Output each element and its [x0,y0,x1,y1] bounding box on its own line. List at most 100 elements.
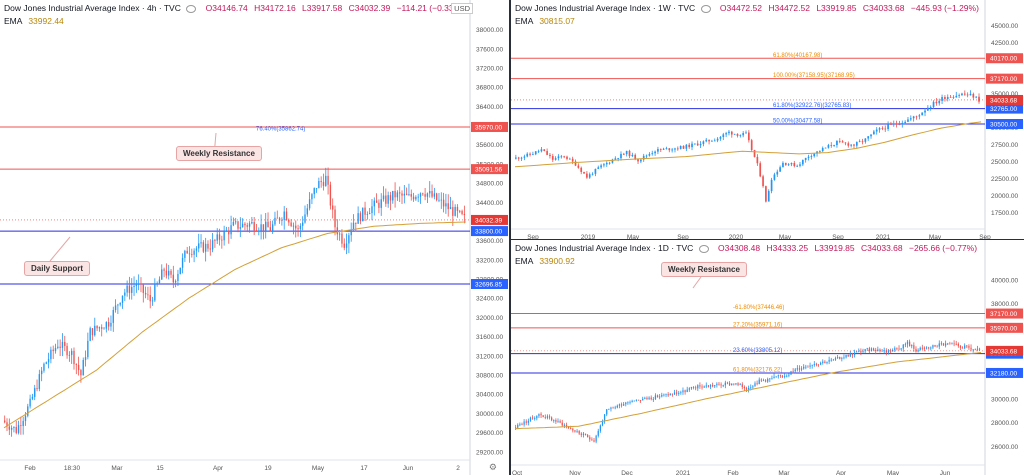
resistance-price-tag [471,121,508,132]
candle-up [131,287,133,293]
candle-down [779,375,782,377]
candle-up [526,153,529,157]
panel-divider-vertical[interactable] [509,0,511,475]
candle-up [862,351,864,353]
chart-panel-1w[interactable]: 45000.0042500.0040000.0037500.0035000.00… [511,0,1024,239]
x-tick-label: 2020 [729,234,744,239]
currency-badge[interactable]: USD [451,3,473,14]
candle-up [121,295,124,303]
candle-down [915,348,917,352]
candle-up [553,420,555,421]
candle-down [798,368,801,370]
ohlc-change: −114.21 (−0.33%) [396,3,464,13]
candle-up [325,175,327,186]
candle-up [631,400,633,403]
candle-up [532,154,534,156]
candle-up [932,345,934,348]
candle-down [540,413,542,416]
ohlc-high: H34172.16 [254,3,296,13]
candle-down [572,428,574,431]
candle-up [642,398,644,401]
candle-up [951,343,953,345]
candle-up [827,145,830,148]
candle-up [669,393,671,396]
candle-up [843,357,845,359]
x-tick-label: Sep [677,234,689,239]
panel-divider-horizontal[interactable] [511,239,1024,240]
candle-up [782,162,784,168]
eye-icon[interactable] [186,4,197,13]
candle-down [730,131,733,135]
chart-svg-1d[interactable]: 40000.0038000.0036000.0034000.0032000.00… [511,240,1024,475]
candle-up [711,140,713,142]
fib-label: 27.20%(35971.16) [733,322,782,328]
candle-down [966,345,968,347]
resistance-price-label: 35970.00 [475,124,502,131]
y-tick-label: 29600.00 [476,430,503,437]
candle-up [57,346,59,348]
candle-down [288,219,290,223]
candle-up [408,194,410,195]
candle-up [877,349,879,352]
candle-up [796,165,799,167]
candle-up [318,181,320,189]
candle-down [726,382,729,384]
candle-up [773,376,775,379]
x-tick-label: Feb [24,465,36,472]
chart-svg-4h[interactable]: 38000.00 37600.00 37200.00 36800.00 36400.00… [0,0,509,475]
candle-up [919,347,921,350]
candle-up [357,213,359,224]
y-tick-label: 42500.00 [991,40,1018,47]
candle-up [796,368,798,370]
candle-up [137,283,140,285]
candle-up [716,138,719,141]
candle-up [348,235,350,244]
eye-icon[interactable] [698,244,709,253]
candle-up [517,424,519,428]
candle-down [936,346,938,348]
candle-down [375,200,378,203]
candle-up [921,112,924,116]
gear-icon[interactable]: ⚙ [488,462,497,472]
candle-up [538,413,540,417]
candle-down [957,343,959,346]
candle-up [864,138,867,142]
candle-up [292,225,295,227]
candle-down [320,181,322,182]
candle-down [452,207,454,216]
candle-up [597,430,599,436]
candle-down [970,347,972,350]
chart-panel-4h[interactable]: 38000.00 37600.00 37200.00 36800.00 36400.00… [0,0,509,475]
candle-down [720,384,722,386]
candle-up [748,387,750,390]
candle-up [714,385,716,387]
chart-svg-1w[interactable]: 45000.0042500.0040000.0037500.0035000.00… [511,0,1024,239]
candle-up [828,359,830,362]
ohlc-close: C34033.68 [861,243,903,253]
candle-up [315,188,318,189]
eye-icon[interactable] [700,4,711,13]
candle-up [858,141,861,143]
last-price-tag [471,214,508,225]
candle-up [758,379,760,384]
candle-up [873,131,875,135]
weekly-resistance-callout: Weekly Resistance [176,146,262,161]
candle-down [699,385,701,387]
candle-up [618,404,621,406]
candle-down [447,203,449,210]
fib-label: 76.40%(35862.74) [256,127,305,133]
ema-value: 33900.92 [539,256,575,266]
candle-down [147,294,149,296]
candle-up [909,118,912,120]
candle-down [966,94,969,96]
candle-up [769,378,771,380]
chart-panel-1d[interactable]: 40000.0038000.0036000.0034000.0032000.00… [511,240,1024,475]
candle-up [184,250,186,258]
candle-up [762,380,765,382]
candle-up [870,348,873,352]
candle-up [799,164,801,166]
candle-up [299,225,302,230]
candle-down [422,193,424,195]
candle-up [392,190,394,201]
candle-up [600,165,602,168]
